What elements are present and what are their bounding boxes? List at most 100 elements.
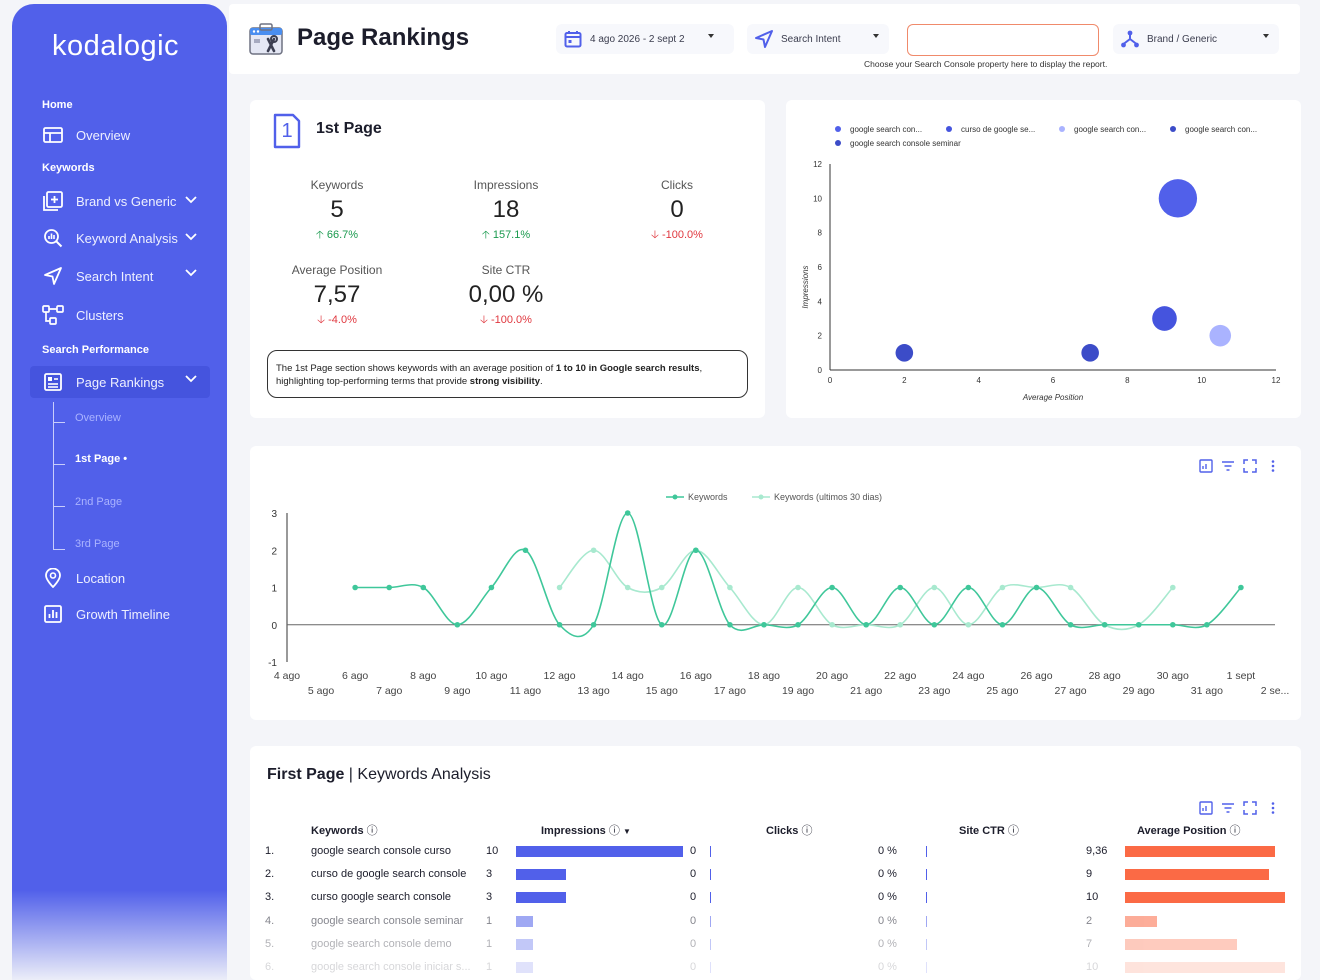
brand-generic-filter[interactable]: Brand / Generic (1113, 24, 1279, 54)
x-tick-label: 31 ago (1191, 685, 1223, 697)
impressions-value: 1 (486, 961, 493, 973)
chart-explore-icon[interactable] (1199, 801, 1213, 815)
sidebar-item-clusters[interactable]: Clusters (30, 299, 210, 331)
arrow-down-icon: 🡣 (651, 229, 662, 241)
y-tick-label: 10 (813, 194, 822, 203)
clicks-bar (710, 938, 711, 950)
chevron-down-icon[interactable] (184, 193, 198, 207)
sidebar-item-growth-timeline[interactable]: Growth Timeline (30, 598, 210, 630)
chevron-down-icon[interactable] (184, 372, 198, 386)
series-point (624, 510, 631, 516)
more-options-icon[interactable] (1266, 801, 1280, 815)
series-point (897, 621, 904, 628)
sidebar-item-label: Keyword Analysis (76, 230, 178, 246)
dashboard-icon (40, 122, 66, 148)
row-number: 3. (265, 891, 275, 904)
avg-position-value: 10 (1086, 891, 1099, 904)
kpi-clicks-delta: 🡣 -100.0% (607, 226, 747, 245)
date-range-picker[interactable]: 4 ago 2026 - 2 sept 2 (556, 24, 734, 54)
site-ctr-value: 0 % (878, 914, 897, 927)
search-intent-filter[interactable]: Search Intent (747, 24, 889, 54)
arrow-up-icon: 🡡 (315, 229, 327, 241)
column-header-avg-position[interactable]: Average Position ⓘ (1137, 822, 1241, 838)
sidebar-item-label: Page Rankings (76, 374, 165, 390)
caret-down-icon (1263, 34, 1269, 38)
series-point (454, 621, 461, 628)
site-ctr-value: 0 % (878, 868, 897, 881)
series-point (999, 584, 1006, 591)
x-tick-label: 11 ago (510, 685, 541, 697)
property-hint: Choose your Search Console property here… (864, 59, 1108, 69)
property-selector[interactable] (907, 24, 1099, 56)
x-tick-label: 19 ago (782, 685, 814, 697)
column-header-keywords[interactable]: Keywords ⓘ (311, 822, 378, 838)
avg-position-value: 10 (1086, 961, 1099, 973)
fullscreen-icon[interactable] (1243, 801, 1257, 815)
column-header-clicks[interactable]: Clicks ⓘ (766, 822, 812, 838)
row-number: 1. (265, 845, 275, 857)
table-subtitle: Keywords Analysis (357, 766, 491, 783)
sidebar-item-overview[interactable]: Overview (30, 119, 210, 151)
legend-swatch (1059, 126, 1065, 132)
fullscreen-icon[interactable] (1243, 459, 1257, 473)
table-title: First Page | Keywords Analysis (267, 766, 491, 783)
subnav-first-page[interactable]: 1st Page • (75, 453, 128, 465)
x-tick-label: 12 (1272, 376, 1281, 385)
subnav-overview[interactable]: Overview (75, 412, 121, 424)
sidebar-item-keyword-analysis[interactable]: Keyword Analysis (30, 222, 210, 254)
calendar-icon (562, 28, 584, 50)
chart-explore-icon[interactable] (1199, 459, 1213, 473)
column-header-impressions[interactable]: Impressions ⓘ ▼ (541, 822, 631, 838)
kpi-keywords-value: 5 (330, 196, 344, 223)
legend-swatch (946, 126, 952, 132)
kpi-impressions-value: 18 (492, 196, 520, 223)
sidebar-fade (12, 890, 227, 980)
column-header-site-ctr[interactable]: Site CTR ⓘ (959, 822, 1019, 838)
series-line (355, 512, 1242, 638)
x-tick-label: 16 ago (680, 670, 712, 682)
scatter-chart[interactable]: google search con... curso de google se..… (786, 100, 1301, 418)
keyword-cell: google search console curso (311, 845, 452, 857)
scatter-point (1152, 306, 1177, 331)
x-tick-label: 2 se... (1261, 685, 1290, 697)
sidebar-item-brand-vs-generic[interactable]: Brand vs Generic (30, 185, 210, 217)
series-point (1135, 621, 1142, 628)
avg-position-value: 9 (1086, 868, 1093, 881)
kpi-site-ctr-value: 0,00 % (468, 281, 544, 308)
line-chart[interactable]: Keywords Keywords (ultimos 30 dias)-10123… (250, 446, 1301, 720)
x-tick-label: 15 ago (646, 685, 678, 697)
table-row[interactable]: 6. google search console iniciar s... 1 0 0 … (250, 957, 1300, 980)
note-text: The 1st Page section shows keywords with… (276, 363, 556, 374)
legend-label: Keywords (688, 492, 728, 502)
row-number: 4. (265, 914, 275, 927)
search-analytics-icon (40, 225, 66, 251)
filter-icon[interactable] (1221, 459, 1235, 473)
note-text: , highlighting top-performing terms that… (276, 363, 703, 387)
series-point (1033, 584, 1040, 591)
table-row[interactable]: 4. google search console seminar 1 0 0 % 2 (250, 911, 1300, 934)
table-row[interactable]: 3. curso google search console 3 0 0 % 10 (250, 887, 1300, 910)
brand-logo[interactable]: kodalogic (52, 30, 180, 62)
chevron-down-icon[interactable] (184, 230, 198, 244)
table-row[interactable]: 5. google search console demo 1 0 0 % 7 (250, 934, 1300, 957)
filter-icon[interactable] (1221, 801, 1235, 815)
sidebar-item-search-intent[interactable]: Search Intent (30, 260, 210, 292)
sidebar-item-page-rankings[interactable]: Page Rankings (30, 366, 210, 398)
subnav-third-page[interactable]: 3rd Page (75, 538, 120, 550)
chevron-down-icon[interactable] (184, 266, 198, 280)
series-point (863, 621, 869, 628)
avg-position-bar (1125, 869, 1269, 881)
table-row[interactable]: 2. curso de google search console 3 0 0 % 9 (250, 864, 1300, 887)
subnav-second-page[interactable]: 2nd Page (75, 496, 123, 508)
series-point (829, 621, 835, 628)
more-options-icon[interactable] (1266, 459, 1280, 473)
series-point (1169, 621, 1176, 628)
sidebar-item-label: Brand vs Generic (76, 193, 177, 209)
series-point (658, 621, 665, 628)
info-icon: ⓘ (366, 825, 378, 837)
x-tick-label: 30 ago (1157, 670, 1189, 682)
table-row[interactable]: 1. google search console curso 10 0 0 % 9,36 (250, 841, 1300, 864)
sidebar-item-location[interactable]: Location (30, 562, 210, 594)
y-tick-label: 2 (271, 546, 277, 557)
hierarchy-icon (40, 302, 66, 328)
